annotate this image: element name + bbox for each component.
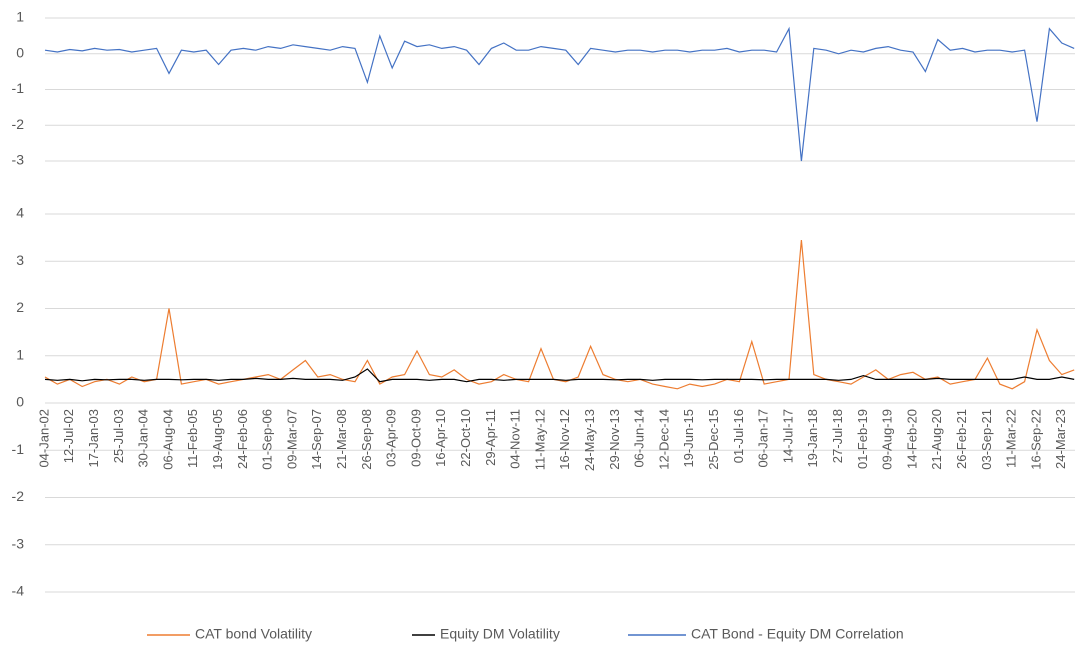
- x-tick-label: 21-Mar-08: [334, 409, 349, 469]
- x-tick-label: 12-Jul-02: [61, 409, 76, 463]
- series-line: [44, 368, 1075, 383]
- x-tick-label: 30-Jan-04: [136, 409, 151, 468]
- x-tick-label: 12-Dec-14: [656, 409, 671, 470]
- x-tick-label: 24-Mar-23: [1053, 409, 1068, 469]
- x-tick-label: 11-Feb-05: [185, 409, 200, 468]
- x-tick-label: 24-May-13: [582, 409, 597, 471]
- x-tick-label: 11-Mar-22: [1004, 409, 1019, 468]
- x-tick-label: 26-Sep-08: [359, 409, 374, 470]
- x-tick-label: 14-Feb-20: [904, 409, 919, 469]
- x-tick-label: 27-Jul-18: [830, 409, 845, 463]
- y-tick-label: 1: [16, 346, 24, 362]
- x-tick-label: 16-Sep-22: [1028, 409, 1043, 470]
- y2-tick-label: -2: [12, 116, 25, 132]
- y2-tick-label: -3: [12, 152, 25, 168]
- x-tick-label: 29-Nov-13: [607, 409, 622, 470]
- x-tick-label: 14-Sep-07: [309, 409, 324, 470]
- x-tick-label: 03-Apr-09: [384, 409, 399, 467]
- y2-tick-label: 1: [16, 9, 24, 25]
- x-tick-label: 04-Jan-02: [36, 409, 51, 468]
- y-tick-label: -4: [12, 583, 25, 599]
- x-tick-label: 17-Jan-03: [86, 409, 101, 468]
- x-tick-label: 21-Aug-20: [929, 409, 944, 470]
- x-tick-label: 01-Feb-19: [855, 409, 870, 469]
- x-tick-label: 19-Jan-18: [805, 409, 820, 468]
- y-tick-label: 2: [16, 299, 24, 315]
- series-line: [44, 239, 1075, 390]
- x-tick-label: 14-Jul-17: [780, 409, 795, 463]
- x-tick-label: 09-Aug-19: [880, 409, 895, 470]
- legend-label: CAT Bond - Equity DM Correlation: [691, 626, 904, 642]
- y-tick-label: 0: [16, 394, 24, 410]
- x-tick-label: 11-May-12: [532, 409, 547, 470]
- x-tick-label: 03-Sep-21: [979, 409, 994, 470]
- x-tick-label: 19-Aug-05: [210, 409, 225, 470]
- x-tick-label: 22-Oct-10: [458, 409, 473, 467]
- x-tick-label: 06-Jun-14: [632, 409, 647, 468]
- x-tick-label: 26-Feb-21: [954, 409, 969, 469]
- y-tick-label: 3: [16, 252, 24, 268]
- x-tick-label: 09-Oct-09: [408, 409, 423, 467]
- x-tick-label: 25-Jul-03: [111, 409, 126, 463]
- x-tick-label: 06-Aug-04: [160, 409, 175, 470]
- y2-tick-label: 0: [16, 44, 24, 60]
- y-tick-label: -2: [12, 488, 25, 504]
- x-tick-label: 01-Jul-16: [731, 409, 746, 463]
- y-tick-label: -1: [12, 441, 25, 457]
- series-line: [44, 26, 1075, 162]
- x-tick-label: 19-Jun-15: [681, 409, 696, 468]
- x-tick-label: 16-Apr-10: [433, 409, 448, 467]
- x-tick-label: 29-Apr-11: [483, 409, 498, 466]
- x-tick-label: 24-Feb-06: [235, 409, 250, 469]
- y-tick-label: -3: [12, 535, 25, 551]
- x-tick-label: 25-Dec-15: [706, 409, 721, 470]
- x-tick-label: 06-Jan-17: [756, 409, 771, 468]
- x-tick-label: 09-Mar-07: [284, 409, 299, 469]
- x-tick-label: 04-Nov-11: [508, 409, 523, 469]
- y-tick-label: 4: [16, 205, 24, 221]
- x-tick-label: 01-Sep-06: [260, 409, 275, 470]
- legend-label: Equity DM Volatility: [440, 626, 560, 642]
- y2-tick-label: -1: [12, 80, 25, 96]
- x-tick-label: 16-Nov-12: [557, 409, 572, 470]
- legend-label: CAT bond Volatility: [195, 626, 312, 642]
